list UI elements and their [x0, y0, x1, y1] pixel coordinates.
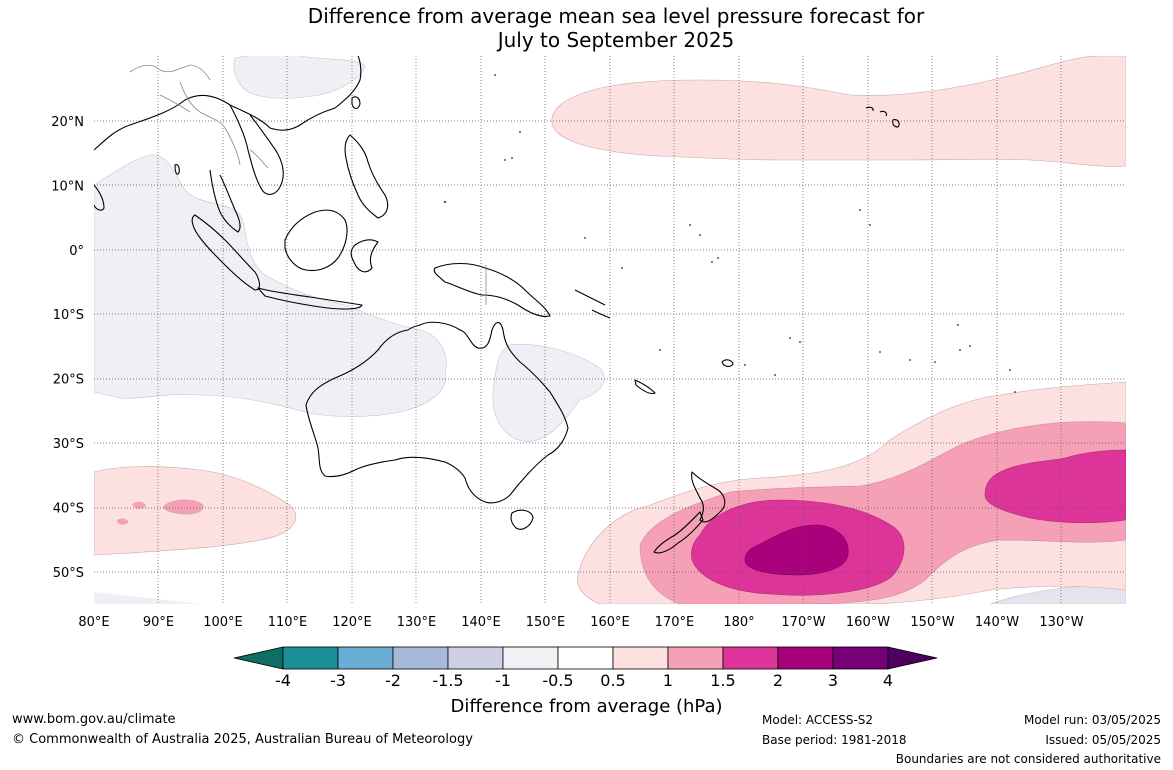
colorbar-swatch [722, 646, 779, 670]
neg-anomaly-region-southwest [94, 592, 200, 604]
title-line-1: Difference from average mean sea level p… [307, 4, 925, 28]
lat-label: 20°N [51, 115, 84, 130]
issued-text: Issued: 05/05/2025 [1045, 733, 1161, 747]
coast-australia [305, 321, 569, 504]
lat-label: 0° [69, 244, 84, 259]
longitude-labels: 80°E 90°E 100°E 110°E 120°E 130°E 140°E 150°E 16… [78, 615, 1083, 630]
neg-anomaly-region-coral-sea [492, 344, 605, 443]
coast-sumatra [191, 214, 261, 291]
colorbar-tick-label: -4 [275, 671, 291, 690]
colorbar-swatch [612, 646, 669, 670]
colorbar-swatch [447, 646, 504, 670]
colorbar-swatch [667, 646, 724, 670]
coast-indochina [229, 104, 284, 195]
coast-borneo [284, 209, 348, 272]
lon-label: 140°W [975, 615, 1019, 630]
coast-tasmania [510, 509, 534, 530]
lon-label: 90°E [143, 615, 174, 630]
lon-label: 110°E [268, 615, 308, 630]
colorbar-arrow-high [887, 646, 938, 670]
coast-new-guinea [433, 262, 551, 317]
lon-label: 160°E [590, 615, 630, 630]
neg-anomaly-region-indian-ocean [94, 154, 447, 417]
lon-label: 170°E [655, 615, 695, 630]
lat-label: 30°S [53, 437, 84, 452]
coast-india-tip [94, 184, 105, 211]
colorbar-tick-label: -2 [385, 671, 401, 690]
coast-nz-north-island [691, 471, 726, 523]
lon-label: 180° [723, 615, 754, 630]
colorbar-tick-label: 0.5 [600, 671, 625, 690]
lon-label: 150°E [526, 615, 566, 630]
colorbar-tick-label: 1 [663, 671, 673, 690]
coast-sulawesi [350, 239, 379, 273]
colorbar-tick-label: -0.5 [542, 671, 573, 690]
colorbar-tick-label: 4 [883, 671, 893, 690]
lat-label: 50°S [53, 566, 84, 581]
pos-anomaly-small-2 [132, 501, 146, 509]
colorbar-tick-label: -3 [330, 671, 346, 690]
coast-new-caledonia [634, 379, 656, 394]
lon-label: 170°W [781, 615, 825, 630]
small-islands [443, 74, 1016, 393]
colorbar-arrow-low [233, 646, 284, 670]
pos-anomaly-small-3 [117, 518, 129, 525]
website-text: www.bom.gov.au/climate [12, 712, 176, 727]
pos-anomaly-south-pacific-2 [744, 524, 849, 576]
lon-label: 160°W [846, 615, 890, 630]
colorbar: -4 -3 -2 -1.5 -1 -0.5 0.5 1 1.5 2 3 4 [233, 646, 938, 690]
neg-anomaly-region-north [233, 56, 366, 99]
colorbar-swatch [282, 646, 339, 670]
title-line-2: July to September 2025 [497, 28, 735, 52]
colorbar-tick-label: 1.5 [710, 671, 735, 690]
latitude-labels: 20°N 10°N 0° 10°S 20°S 30°S 40°S 50°S [51, 115, 84, 581]
lon-label: 150°W [910, 615, 954, 630]
coast-java [257, 287, 363, 310]
lat-label: 20°S [53, 373, 84, 388]
lat-label: 40°S [53, 501, 84, 516]
coastlines [94, 56, 900, 554]
colorbar-swatch [557, 646, 614, 670]
colorbar-swatch [777, 646, 834, 670]
copyright-text: © Commonwealth of Australia 2025, Austra… [12, 732, 473, 747]
lat-label: 10°N [51, 179, 84, 194]
coast-malay-peninsula [209, 169, 241, 233]
lon-label: 120°E [332, 615, 372, 630]
lat-label: 10°S [53, 308, 84, 323]
coast-philippines [344, 134, 389, 219]
lon-label: 80°E [78, 615, 109, 630]
coast-hawaii [865, 106, 900, 128]
colorbar-label: Difference from average (hPa) [450, 696, 723, 717]
colorbar-tick-label: -1.5 [432, 671, 463, 690]
lon-label: 130°E [397, 615, 437, 630]
coast-nz-south-island [653, 511, 704, 554]
colorbar-swatch [832, 646, 889, 670]
coast-fiji [721, 359, 734, 367]
pos-anomaly-region-north-pacific [551, 56, 1126, 167]
model-run-text: Model run: 03/05/2025 [1023, 713, 1161, 727]
map-title: Difference from average mean sea level p… [0, 4, 1173, 52]
map-area [94, 56, 1126, 604]
lon-label: 100°E [203, 615, 243, 630]
lon-label: 140°E [461, 615, 501, 630]
coast-taiwan [351, 96, 361, 110]
coast-solomon [574, 289, 611, 319]
coast-mainland-asia [94, 56, 362, 151]
colorbar-swatch [502, 646, 559, 670]
colorbar-tick-label: -1 [495, 671, 511, 690]
lon-label: 130°W [1039, 615, 1083, 630]
country-borders [129, 64, 487, 305]
colorbar-swatch [392, 646, 449, 670]
colorbar-tick-label: 3 [828, 671, 838, 690]
coast-sri-lanka [174, 164, 180, 175]
pos-anomaly-east-pacific-1.5 [984, 449, 1126, 524]
pos-anomaly-small-1 [163, 499, 204, 515]
colorbar-swatch [337, 646, 394, 670]
disclaimer-text: Boundaries are not considered authoritat… [895, 752, 1161, 766]
model-text: Model: ACCESS-S2 [762, 713, 874, 727]
colorbar-tick-label: 2 [773, 671, 783, 690]
base-period-text: Base period: 1981-2018 [762, 733, 907, 747]
graticule [94, 56, 1126, 604]
